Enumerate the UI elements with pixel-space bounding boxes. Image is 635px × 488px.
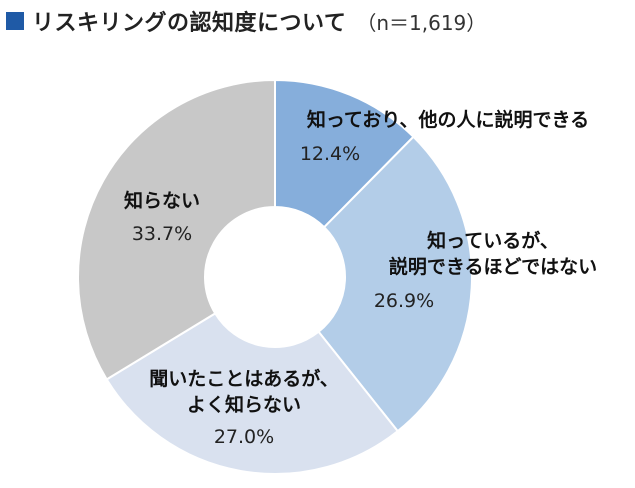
slice-3-label-line-1: 聞いたことはあるが、	[149, 367, 339, 390]
slice-3-value-label: 27.0%	[214, 426, 274, 448]
title-marker-square	[6, 12, 24, 30]
slice-3-label-line-2: よく知らない	[187, 393, 301, 416]
slice-1-label-line-1: 知っており、他の人に説明できる	[307, 108, 589, 131]
slice-4-value-label: 33.7%	[132, 223, 192, 245]
slice-2-label-line-2: 説明できるほどではない	[389, 255, 597, 278]
donut-slices	[77, 78, 473, 475]
slice-2-label-line-1: 知っているが、	[427, 229, 559, 252]
donut-slice-2	[317, 135, 473, 433]
slice-1-value-label: 12.4%	[300, 143, 360, 165]
slice-4-label-line-1: 知らない	[124, 189, 200, 212]
sample-size-note: （n＝1,619）	[356, 10, 487, 35]
donut-slice-4	[77, 78, 276, 381]
donut-slice-3	[105, 312, 400, 475]
chart-title: リスキリングの認知度について	[32, 11, 347, 36]
chart-header: リスキリングの認知度について （n＝1,619）	[6, 6, 486, 36]
slice-2-value-label: 26.9%	[374, 290, 434, 312]
slice-labels: 知っており、他の人に説明できる 12.4% 知っているが、説明できるほどではない 26…	[124, 108, 597, 448]
donut-slice-1	[274, 78, 415, 229]
